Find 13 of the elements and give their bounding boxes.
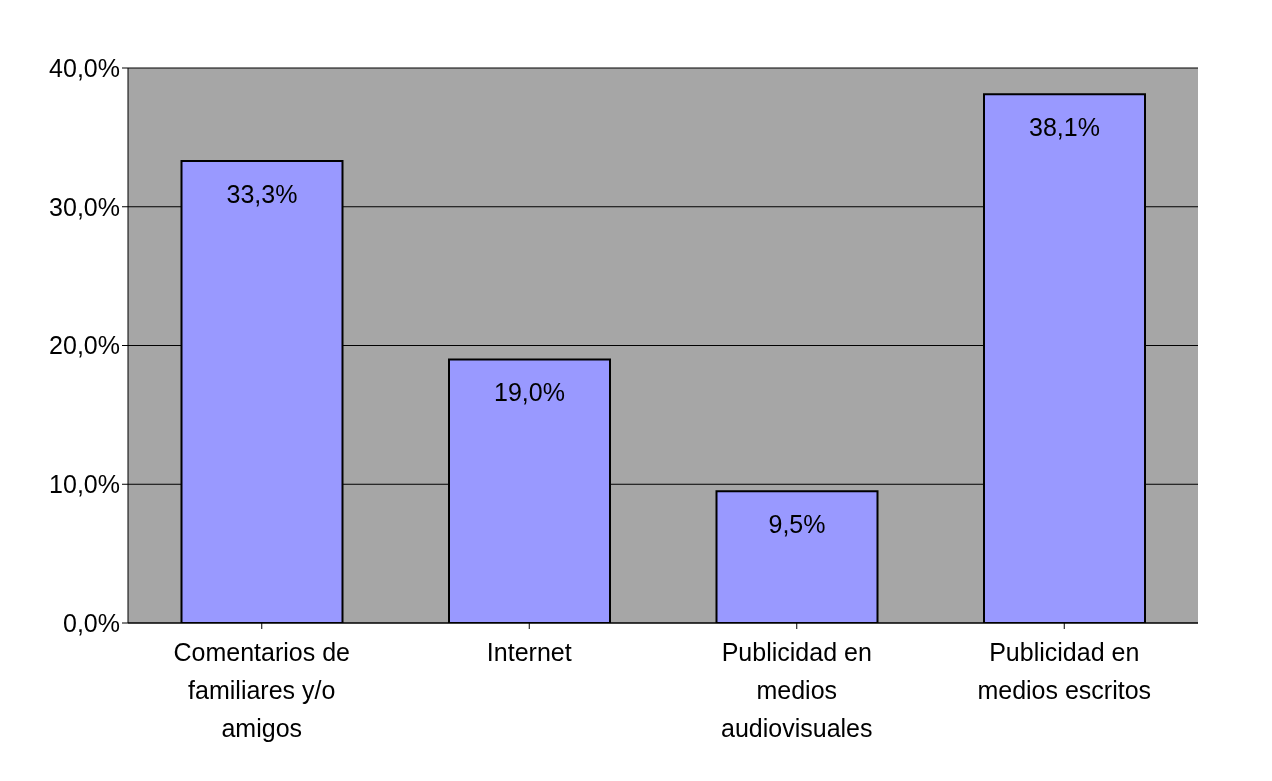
data-label: 38,1%: [1029, 113, 1100, 142]
x-tick-label: Publicidad en medios audiovisuales: [721, 638, 873, 742]
y-tick-label: 0,0%: [63, 608, 120, 637]
data-label: 9,5%: [768, 509, 826, 538]
data-label: 19,0%: [494, 378, 565, 407]
y-tick-label: 10,0%: [49, 470, 120, 499]
y-tick-label: 40,0%: [49, 53, 120, 82]
y-tick-label: 20,0%: [49, 331, 120, 360]
y-tick-label: 30,0%: [49, 192, 120, 221]
x-tick-label: Publicidad en medios escritos: [977, 638, 1152, 704]
data-label: 33,3%: [226, 179, 298, 208]
x-tick-label: Internet: [486, 638, 572, 666]
x-tick-label: Comentarios de familiares y/o amigos: [173, 638, 350, 742]
